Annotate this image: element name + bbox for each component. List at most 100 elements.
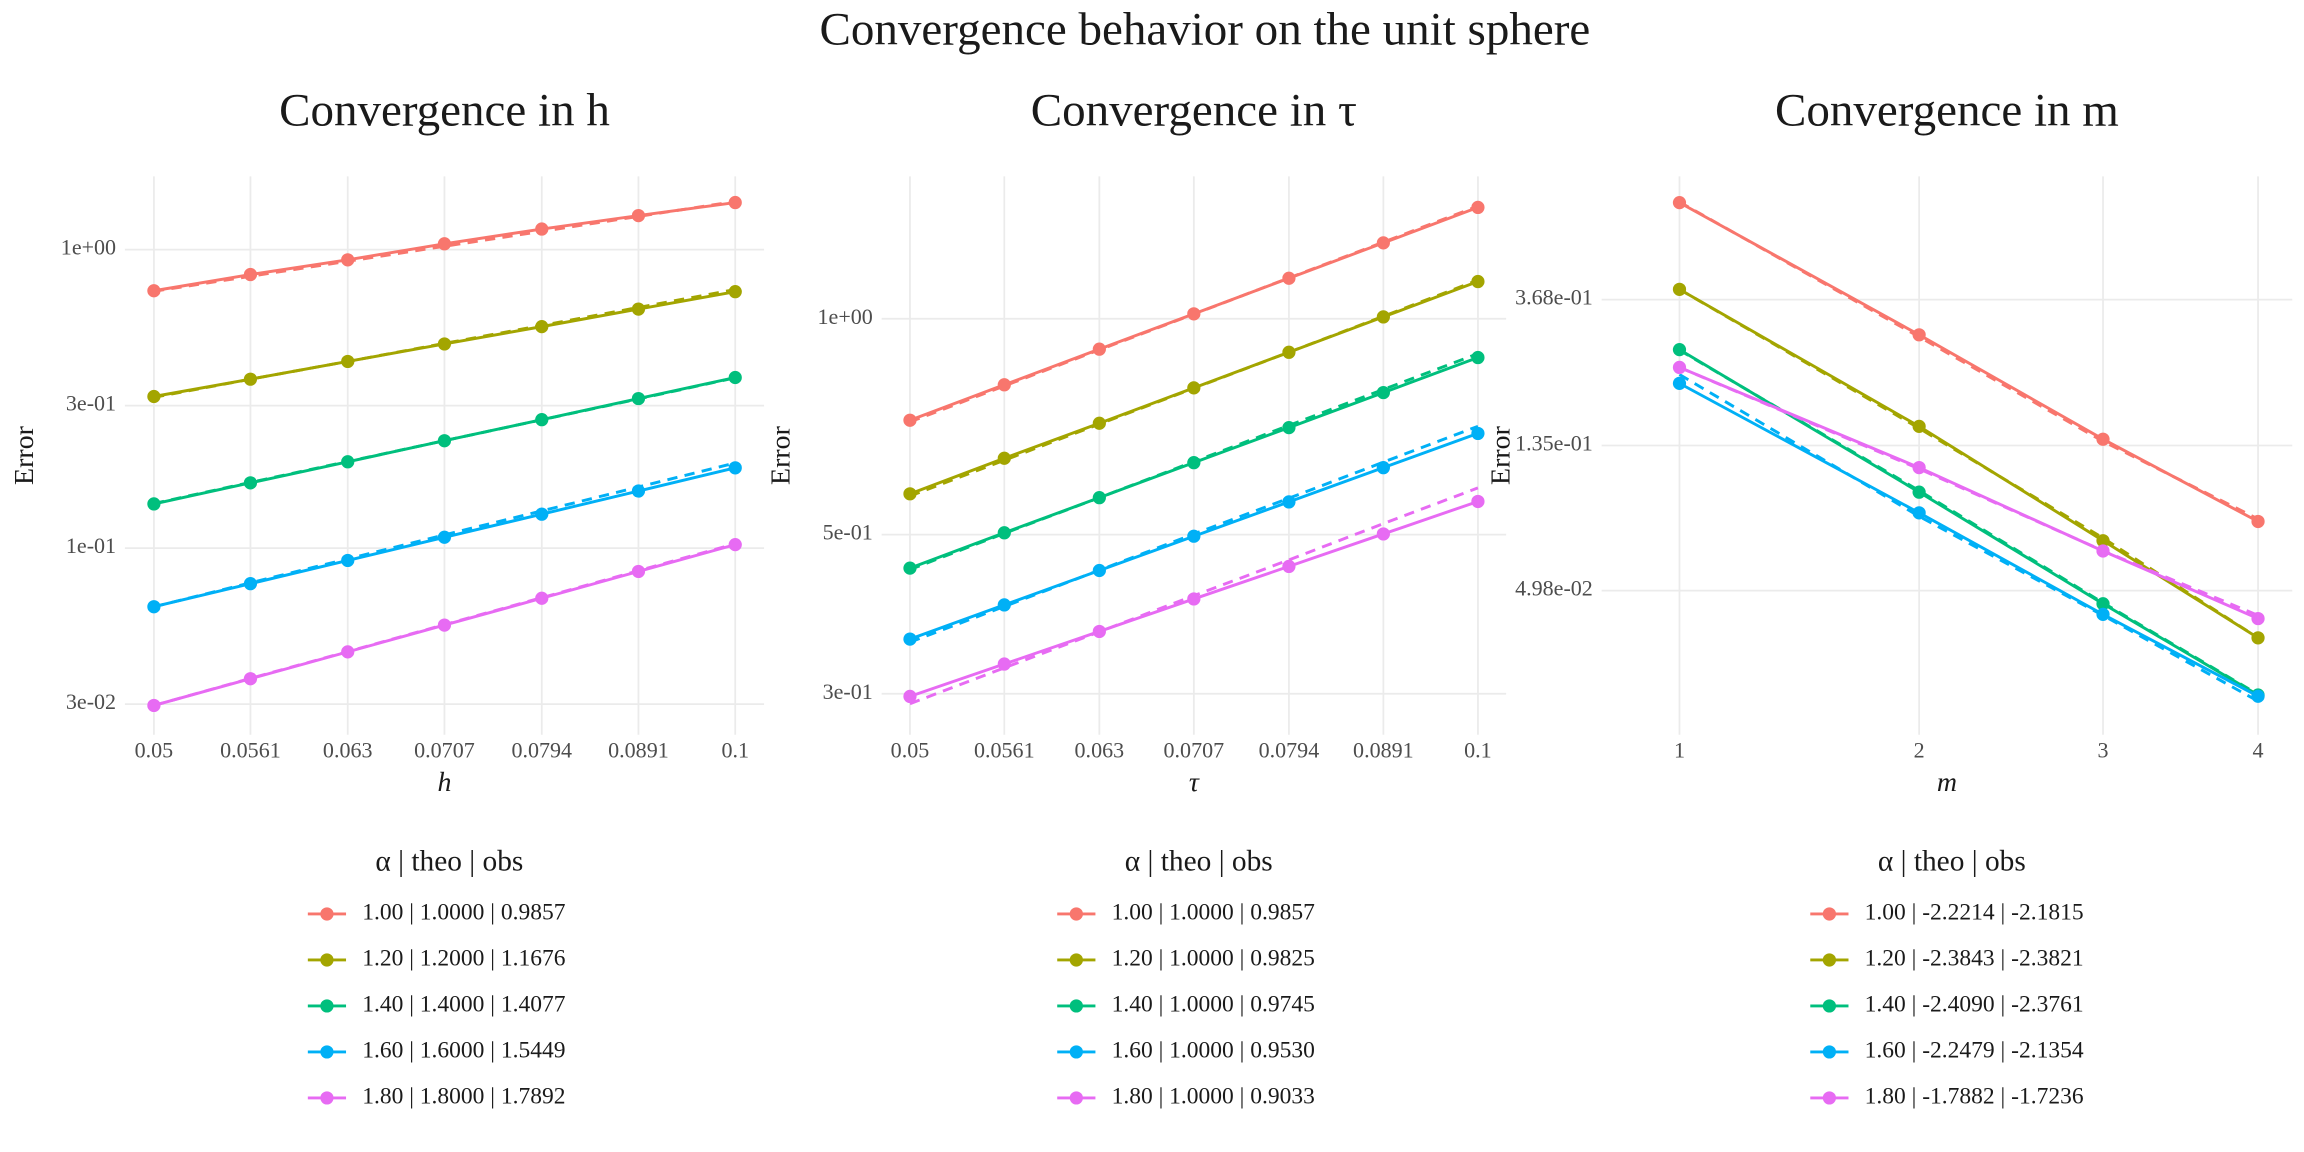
legend-swatch-point bbox=[1822, 953, 1836, 967]
data-point bbox=[1282, 345, 1296, 359]
data-point bbox=[1187, 456, 1201, 470]
y-axis-title: Error bbox=[1486, 425, 1517, 485]
x-tick-label: 0.0561 bbox=[220, 737, 281, 762]
data-point bbox=[535, 591, 549, 605]
x-tick-label: 0.063 bbox=[1075, 737, 1125, 762]
x-tick-label: 0.0891 bbox=[1353, 737, 1414, 762]
y-tick-label: 1e+00 bbox=[61, 235, 116, 260]
data-point bbox=[1187, 529, 1201, 543]
data-point bbox=[1376, 236, 1390, 250]
data-point bbox=[341, 645, 355, 659]
data-point bbox=[1376, 527, 1390, 541]
y-tick-label: 4.98e-02 bbox=[1515, 576, 1593, 601]
data-point bbox=[341, 253, 355, 267]
x-tick-label: 2 bbox=[1914, 737, 1925, 762]
data-point bbox=[1912, 328, 1926, 342]
legend-swatch-point bbox=[1069, 907, 1083, 921]
legend-label: 1.00 | 1.0000 | 0.9857 bbox=[362, 899, 566, 925]
data-point bbox=[2096, 607, 2110, 621]
data-point bbox=[437, 434, 452, 448]
data-point bbox=[147, 497, 161, 511]
data-point bbox=[535, 320, 549, 334]
data-point bbox=[1092, 342, 1106, 356]
data-point bbox=[2096, 597, 2110, 611]
data-point bbox=[437, 237, 452, 251]
legend-swatch-point bbox=[320, 999, 334, 1013]
data-point bbox=[903, 413, 917, 427]
legend-swatch-point bbox=[1069, 1091, 1083, 1105]
data-point bbox=[903, 689, 917, 704]
data-point bbox=[535, 222, 549, 236]
data-point bbox=[631, 484, 646, 498]
series-line bbox=[1678, 348, 2259, 697]
data-point bbox=[1672, 196, 1687, 210]
data-point bbox=[341, 553, 355, 568]
legend-title: α | theo | obs bbox=[1878, 846, 2026, 878]
series-line bbox=[1678, 288, 2259, 640]
data-point bbox=[997, 451, 1011, 465]
data-point bbox=[1187, 592, 1201, 606]
legend-swatch-point bbox=[320, 907, 334, 921]
legend-label: 1.40 | 1.0000 | 0.9745 bbox=[1112, 991, 1315, 1017]
x-tick-label: 0.1 bbox=[1464, 737, 1492, 762]
figure-title: Convergence behavior on the unit sphere bbox=[820, 4, 1591, 56]
legend-title: α | theo | obs bbox=[375, 846, 523, 878]
data-point bbox=[1471, 426, 1485, 441]
data-point bbox=[1092, 416, 1106, 430]
legend-label: 1.60 | 1.6000 | 1.5449 bbox=[362, 1037, 565, 1063]
x-tick-label: 0.0707 bbox=[414, 737, 475, 762]
data-point bbox=[728, 538, 742, 552]
data-point bbox=[437, 530, 452, 544]
y-axis-title: Error bbox=[766, 425, 797, 485]
y-tick-label: 1e-01 bbox=[66, 533, 116, 558]
data-point bbox=[1376, 310, 1390, 324]
data-point bbox=[147, 284, 161, 298]
data-point bbox=[535, 507, 549, 521]
data-point bbox=[147, 698, 161, 713]
data-point bbox=[341, 455, 355, 469]
data-point bbox=[1376, 461, 1390, 475]
legend-swatch-point bbox=[1069, 1045, 1083, 1059]
data-point bbox=[243, 577, 258, 591]
legend-swatch-point bbox=[1822, 907, 1836, 921]
data-point bbox=[147, 389, 161, 404]
data-point bbox=[535, 413, 549, 427]
legend-label: 1.80 | 1.0000 | 0.9033 bbox=[1112, 1083, 1315, 1109]
x-tick-label: 0.05 bbox=[891, 737, 930, 762]
y-tick-label: 1e+00 bbox=[818, 304, 873, 329]
data-point bbox=[243, 267, 258, 282]
series-line bbox=[1678, 382, 2259, 698]
y-tick-label: 3e-02 bbox=[66, 689, 116, 714]
data-point bbox=[2251, 689, 2265, 703]
data-point bbox=[1282, 271, 1296, 285]
data-point bbox=[1471, 274, 1485, 289]
data-point bbox=[997, 657, 1011, 671]
data-point bbox=[631, 302, 646, 316]
legend-label: 1.20 | 1.2000 | 1.1676 bbox=[362, 945, 566, 971]
series-line bbox=[1678, 201, 2259, 523]
y-tick-label: 3e-01 bbox=[823, 679, 873, 704]
y-tick-label: 3.68e-01 bbox=[1515, 285, 1593, 310]
legend-label: 1.20 | -2.3843 | -2.3821 bbox=[1865, 945, 2084, 971]
data-point bbox=[2251, 611, 2265, 626]
legend-label: 1.60 | 1.0000 | 0.9530 bbox=[1112, 1037, 1315, 1063]
data-point bbox=[728, 285, 742, 299]
legend-swatch-point bbox=[320, 953, 334, 967]
panel-title: Convergence in h bbox=[279, 84, 610, 136]
x-axis-title: h bbox=[438, 767, 452, 798]
legend-label: 1.40 | -2.4090 | -2.3761 bbox=[1865, 991, 2084, 1017]
legend-label: 1.20 | 1.0000 | 0.9825 bbox=[1112, 945, 1315, 971]
data-point bbox=[1282, 559, 1296, 574]
x-tick-label: 0.1 bbox=[721, 737, 749, 762]
legend-swatch-point bbox=[1822, 1045, 1836, 1059]
y-tick-label: 1.35e-01 bbox=[1515, 431, 1593, 456]
data-point bbox=[1672, 360, 1687, 375]
data-point bbox=[437, 618, 452, 632]
data-point bbox=[728, 370, 742, 385]
data-point bbox=[997, 378, 1011, 392]
x-tick-label: 1 bbox=[1674, 737, 1685, 762]
data-point bbox=[903, 632, 917, 646]
series-line bbox=[1678, 366, 2259, 620]
